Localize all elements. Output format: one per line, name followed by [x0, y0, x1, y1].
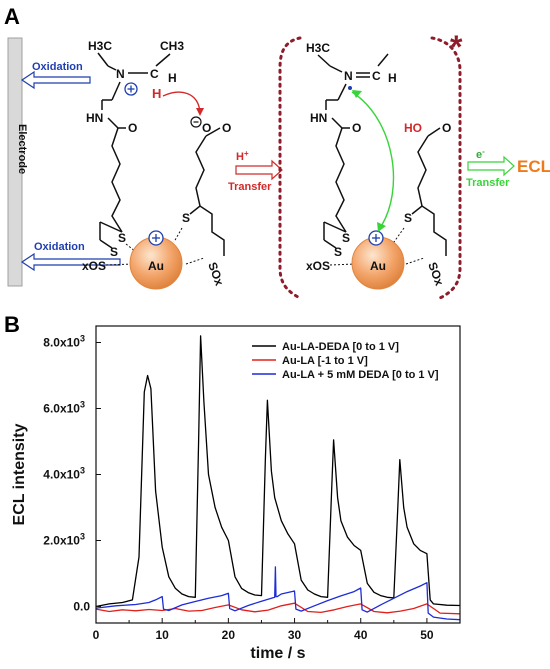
- panel-b-letter: B: [4, 312, 20, 337]
- mol-right-n: N: [344, 69, 353, 83]
- mol-left-h: H: [168, 71, 177, 85]
- x-tick-label: 0: [93, 628, 100, 642]
- y-tick-label: 2.0x103: [43, 532, 85, 548]
- legend-label-2: Au-LA + 5 mM DEDA [0 to 1 V]: [282, 369, 439, 381]
- mol-right-c: C: [372, 69, 381, 83]
- mol-right-h: H: [388, 71, 397, 85]
- mol-left-s3: S: [182, 211, 190, 225]
- molecule-right: H3C N C H HN O S S xOS Au: [306, 41, 451, 290]
- transfer-label-1: Transfer: [228, 181, 272, 193]
- mol-right-h3c: H3C: [306, 41, 330, 55]
- mol-right-s1: S: [342, 231, 350, 245]
- panel-a-letter: A: [4, 4, 20, 29]
- mol-right-o-amide: O: [352, 121, 361, 135]
- mol-right-xos: xOS: [306, 259, 330, 273]
- legend-label-0: Au-LA-DEDA [0 to 1 V]: [282, 341, 399, 353]
- y-axis-title: ECL intensity: [11, 423, 28, 525]
- mol-left-ch3: CH3: [160, 39, 184, 53]
- bracket-right: [430, 36, 462, 300]
- mol-right-s2: S: [334, 245, 342, 259]
- transfer-label-2: Transfer: [466, 177, 510, 189]
- mol-left-sox: SOx: [205, 260, 226, 288]
- mol-right-hn: HN: [310, 111, 327, 125]
- mol-left-s2: S: [110, 245, 118, 259]
- molecule-left: H3C N C H CH3 H HN O S S: [82, 39, 231, 290]
- oxidation-label-top: Oxidation: [32, 61, 83, 73]
- mol-left-h-red: H: [152, 86, 161, 101]
- e-transfer-arrow: [467, 155, 515, 177]
- mol-left-o-amide: O: [128, 121, 137, 135]
- mol-left-xos: xOS: [82, 259, 106, 273]
- mol-left-plus-charge: [124, 82, 138, 96]
- electrode-label: Electrode: [16, 124, 28, 174]
- x-tick-label: 40: [354, 628, 368, 642]
- mol-left-hn: HN: [86, 111, 103, 125]
- h-plus-label: H+: [236, 149, 249, 163]
- oxidation-label-bottom: Oxidation: [34, 241, 85, 253]
- proton-transfer-arrow: [162, 91, 201, 113]
- mol-right-ho: HO: [404, 121, 422, 135]
- mol-right-s3: S: [404, 211, 412, 225]
- mol-left-s1: S: [118, 231, 126, 245]
- radical-dot: [348, 86, 352, 90]
- x-tick-label: 20: [222, 628, 236, 642]
- x-tick-label: 50: [420, 628, 434, 642]
- x-tick-label: 10: [156, 628, 170, 642]
- e-minus-label: e-: [476, 147, 485, 161]
- mol-right-sox: SOx: [425, 260, 446, 288]
- oxidation-arrow-bottom: [20, 252, 121, 272]
- series-line-1: [95, 602, 461, 615]
- mol-left-o-acid: O: [222, 121, 231, 135]
- mol-left-n: N: [116, 67, 125, 81]
- excited-state-asterisk: *: [450, 29, 463, 65]
- series-line-2: [95, 566, 461, 621]
- legend-label-1: Au-LA [-1 to 1 V]: [282, 355, 368, 367]
- ecl-label: ECL: [517, 157, 550, 176]
- oxidation-arrow-top: [20, 70, 91, 90]
- y-tick-label: 8.0x103: [43, 334, 85, 350]
- h-transfer-arrow: [235, 159, 283, 181]
- ecl-chart: 0 10 20 30 40 50 0.0 2.0x103 4.0x103 6.0x103 8.0x1…: [11, 325, 461, 662]
- y-tick-label: 6.0x103: [43, 400, 85, 416]
- y-tick-label: 4.0x103: [43, 466, 85, 482]
- x-axis-title: time / s: [250, 645, 305, 662]
- electron-transfer-arrow: [351, 91, 395, 229]
- mol-left-minus-charge: [190, 116, 202, 128]
- x-tick-label: 30: [288, 628, 302, 642]
- mol-left-c: C: [150, 67, 159, 81]
- electrode-bar: [7, 37, 23, 287]
- series-line-0: [95, 335, 461, 608]
- mol-right-o-acid: O: [442, 121, 451, 135]
- y-tick-label: 0.0: [73, 600, 90, 614]
- au-label-right: Au: [370, 259, 386, 273]
- mol-left-o-minus: O: [202, 121, 211, 135]
- au-label-left: Au: [148, 259, 164, 273]
- panel-b: B 0 10 20 30 40 50 0.0 2.0x103 4.0x103 6.0x103 8.0…: [4, 312, 461, 662]
- bracket-left: [278, 36, 302, 300]
- panel-a: A Electrode Oxidation Oxidation H3C N C …: [4, 4, 550, 300]
- mol-left-h3c: H3C: [88, 39, 112, 53]
